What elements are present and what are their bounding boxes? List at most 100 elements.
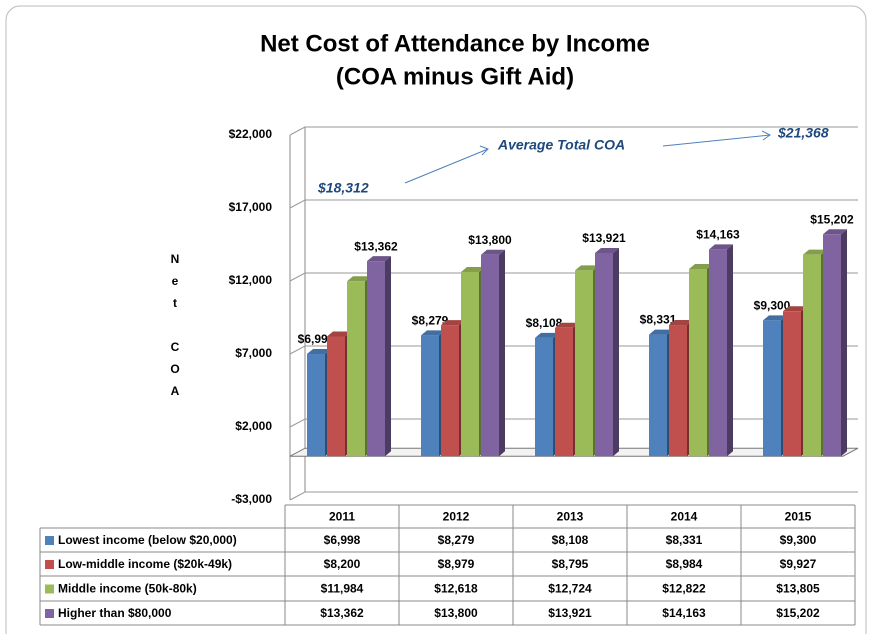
data-label: $14,163 xyxy=(696,228,740,242)
table-cell: $13,800 xyxy=(434,606,478,620)
data-label: $6,998 xyxy=(298,332,335,346)
bars: $6,998 $13,362 $8,279 $13,800 $8,108 $13,921 $… xyxy=(298,212,854,457)
bar xyxy=(669,325,687,457)
bar xyxy=(575,270,593,457)
bar-top xyxy=(763,315,787,321)
table-cell: $8,108 xyxy=(552,533,589,547)
data-label: $8,331 xyxy=(640,313,677,327)
table-cell: $9,300 xyxy=(780,533,817,547)
legend-swatch xyxy=(45,609,54,618)
bar xyxy=(347,281,365,457)
bar-top xyxy=(783,306,807,312)
y-tick-label: $2,000 xyxy=(235,419,272,433)
x-tick-label: 2014 xyxy=(671,510,698,524)
legend-label: Lowest income (below $20,000) xyxy=(58,533,237,547)
y-tick-label: $22,000 xyxy=(229,127,273,141)
table-cell: $8,279 xyxy=(438,533,475,547)
chart-border xyxy=(5,5,867,634)
table-cell: $6,998 xyxy=(324,533,361,547)
table-cell: $8,795 xyxy=(552,557,589,571)
data-label: $13,362 xyxy=(354,239,398,253)
bar-side xyxy=(499,249,505,457)
data-label: $9,300 xyxy=(754,299,791,313)
bar xyxy=(441,325,459,457)
annotation: $18,312 xyxy=(317,180,369,196)
table-cell: $8,984 xyxy=(666,557,703,571)
y-tick-label: -$3,000 xyxy=(231,492,272,506)
table-cell: $8,331 xyxy=(666,533,703,547)
grid-line xyxy=(289,272,858,282)
annotation-arrowhead xyxy=(479,145,489,156)
bar xyxy=(367,261,385,457)
table-cell: $8,979 xyxy=(438,557,475,571)
bar xyxy=(595,252,613,457)
x-tick-label: 2011 xyxy=(329,510,355,524)
bar-top xyxy=(367,256,391,262)
bar-top xyxy=(421,330,445,336)
bar-top xyxy=(555,322,579,328)
y-axis-label: Net COA xyxy=(168,252,182,406)
bar xyxy=(823,234,841,457)
table-cell: $12,724 xyxy=(548,582,592,596)
bar-top xyxy=(347,276,371,282)
table-cell: $13,805 xyxy=(776,582,820,596)
table-cell: $9,927 xyxy=(780,557,817,571)
bar-top xyxy=(669,320,693,326)
data-label: $13,921 xyxy=(582,231,626,245)
bar-top xyxy=(649,329,673,335)
table-cell: $15,202 xyxy=(776,606,820,620)
bar xyxy=(803,254,821,457)
annotation: Average Total COA xyxy=(497,137,625,153)
x-tick-label: 2015 xyxy=(785,510,812,524)
bar xyxy=(481,254,499,457)
legend-label: Middle income (50k-80k) xyxy=(58,582,197,596)
x-tick-label: 2013 xyxy=(557,510,584,524)
bar-side xyxy=(385,256,391,457)
table-cell: $13,362 xyxy=(320,606,364,620)
bar xyxy=(555,327,573,457)
bar xyxy=(535,337,553,457)
bar xyxy=(421,335,439,457)
bar xyxy=(307,354,325,457)
data-table: 2011 2012 2013 2014 2015 Lowest income (below… xyxy=(39,504,856,626)
bar xyxy=(327,336,345,457)
bar-top xyxy=(327,331,351,337)
bar xyxy=(783,311,801,457)
table-cell: $13,921 xyxy=(548,606,592,620)
data-label: $8,108 xyxy=(526,316,563,330)
bar xyxy=(763,320,781,457)
annotation-arrowhead xyxy=(761,130,771,141)
bar-top xyxy=(441,320,465,326)
chart-subtitle: (COA minus Gift Aid) xyxy=(336,63,574,90)
bar-top xyxy=(595,247,619,253)
bar-top xyxy=(575,265,599,271)
legend-label: Low-middle income ($20k-49k) xyxy=(58,557,232,571)
bar xyxy=(709,249,727,457)
bar-side xyxy=(727,244,733,457)
bar-top xyxy=(307,349,331,355)
bar-top xyxy=(803,249,827,255)
bar-top xyxy=(481,249,505,255)
bar-top xyxy=(709,244,733,250)
bar-side xyxy=(841,229,847,457)
bar xyxy=(689,268,707,457)
table-cell: $8,200 xyxy=(324,557,361,571)
annotation: $21,368 xyxy=(777,125,829,141)
legend-swatch xyxy=(45,536,54,545)
table-cell: $12,618 xyxy=(434,582,478,596)
bar-top xyxy=(823,229,847,235)
annotation-arrow xyxy=(404,148,489,184)
bar-top xyxy=(689,263,713,269)
grid-line xyxy=(289,126,858,136)
table-cell: $11,984 xyxy=(321,582,364,596)
bar-top xyxy=(535,332,559,338)
bar xyxy=(461,271,479,457)
data-label: $8,279 xyxy=(412,313,449,327)
table-cell: $12,822 xyxy=(662,582,706,596)
annotation-arrow xyxy=(662,134,771,147)
x-tick-label: 2012 xyxy=(443,510,470,524)
data-label: $13,800 xyxy=(468,233,512,247)
grid-line xyxy=(289,491,858,501)
y-tick-label: $12,000 xyxy=(229,273,273,287)
data-label: $15,202 xyxy=(810,212,854,226)
